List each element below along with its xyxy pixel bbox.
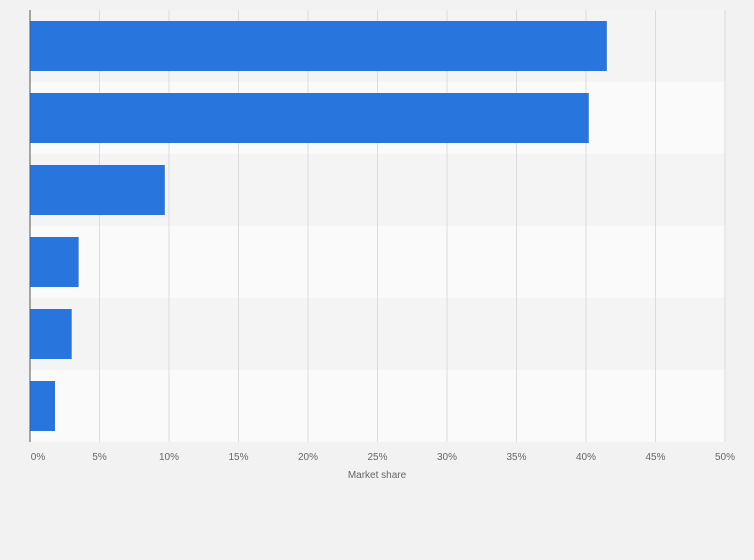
- bar: [30, 93, 589, 143]
- x-axis-title: Market share: [348, 470, 407, 481]
- gridlines: [99, 10, 726, 442]
- x-tick-label: 30%: [437, 452, 457, 463]
- x-axis-tick-labels: 0% 5% 10% 15% 20% 25% 30% 35% 40% 45% 50%: [31, 452, 735, 463]
- bar: [30, 21, 607, 71]
- x-tick-label: 5%: [92, 452, 107, 463]
- x-tick-label: 25%: [367, 452, 387, 463]
- x-tick-label: 40%: [576, 452, 596, 463]
- x-tick-label: 50%: [715, 452, 735, 463]
- x-tick-label: 10%: [159, 452, 179, 463]
- x-tick-label: 0%: [31, 452, 46, 463]
- x-tick-label: 35%: [506, 452, 526, 463]
- bar: [30, 381, 56, 431]
- x-tick-label: 15%: [228, 452, 248, 463]
- x-tick-label: 45%: [645, 452, 665, 463]
- bars: [30, 21, 607, 431]
- bar: [30, 237, 79, 287]
- bar: [30, 165, 165, 215]
- x-tick-label: 20%: [298, 452, 318, 463]
- bar: [30, 309, 72, 359]
